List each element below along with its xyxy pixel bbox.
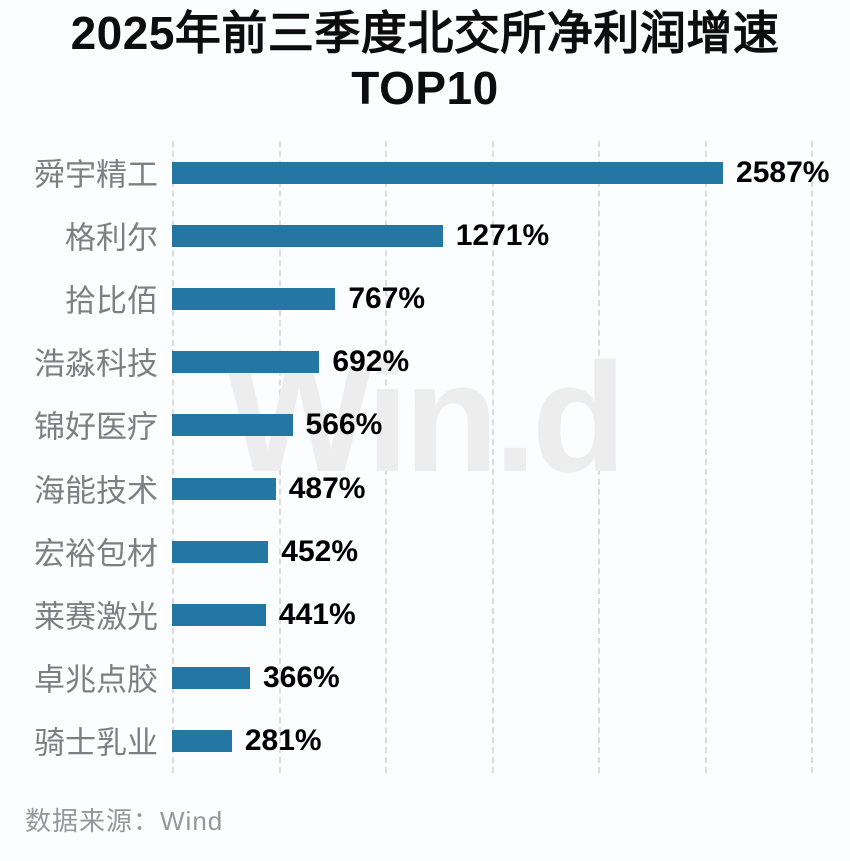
value-label: 366% (262, 661, 340, 695)
bar-row: 卓兆点胶 366% (0, 647, 850, 710)
bar-row: 格利尔 1271% (0, 204, 850, 267)
bar (172, 477, 276, 500)
data-source-note: 数据来源：Wind (25, 806, 224, 836)
bar-rows: 舜宇精工 2587% 格利尔 1271% 拾比佰 767% 浩淼科技 692% 锦好医疗 566%… (0, 141, 850, 773)
bar-chart: Win.d 舜宇精工 2587% 格利尔 1271% 拾比佰 767% 浩淼科技 692% 锦好… (0, 141, 850, 773)
category-label: 舜宇精工 (34, 157, 158, 193)
category-label: 骑士乳业 (34, 725, 158, 761)
gridline (385, 141, 387, 773)
bar-row: 锦好医疗 566% (0, 394, 850, 457)
bar (172, 667, 250, 690)
bar-row: 海能技术 487% (0, 457, 850, 520)
category-label: 莱赛激光 (34, 599, 158, 635)
gridline (172, 141, 174, 773)
bar (172, 540, 269, 563)
bar (172, 224, 443, 247)
gridline (598, 141, 600, 773)
bar (172, 351, 320, 374)
value-label: 452% (281, 534, 358, 568)
value-label: 441% (278, 597, 356, 631)
bar (172, 603, 266, 626)
gridline (278, 141, 281, 773)
bar (172, 287, 336, 310)
bar-row: 莱赛激光 441% (0, 583, 850, 646)
value-label: 692% (332, 345, 410, 379)
bar (172, 161, 724, 184)
value-label: 566% (305, 408, 383, 442)
value-label: 767% (348, 281, 426, 315)
chart-title: 2025年前三季度北交所净利润增速 TOP10 (0, 6, 850, 116)
category-label: 锦好医疗 (34, 409, 158, 445)
value-label: 1271% (455, 218, 550, 252)
gridline (704, 141, 707, 773)
bar-row: 舜宇精工 2587% (0, 141, 850, 204)
gridline (491, 141, 494, 773)
gridline (811, 141, 813, 773)
category-label: 拾比佰 (65, 283, 158, 319)
plot-area (172, 141, 813, 773)
chart-title-line2: TOP10 (351, 62, 499, 114)
bar-row: 宏裕包材 452% (0, 520, 850, 583)
category-label: 卓兆点胶 (34, 662, 158, 698)
value-label: 281% (244, 724, 322, 758)
category-label: 海能技术 (34, 473, 158, 509)
value-label: 2587% (736, 155, 830, 189)
chart-title-line1: 2025年前三季度北交所净利润增速 (70, 7, 780, 59)
bar (172, 414, 293, 437)
category-label: 浩淼科技 (34, 346, 158, 382)
bar-row: 骑士乳业 281% (0, 710, 850, 773)
bar (172, 730, 232, 753)
category-label: 宏裕包材 (34, 536, 158, 572)
bar-row: 浩淼科技 692% (0, 331, 850, 394)
value-label: 487% (288, 471, 366, 505)
category-label: 格利尔 (65, 220, 158, 256)
bar-row: 拾比佰 767% (0, 267, 850, 330)
